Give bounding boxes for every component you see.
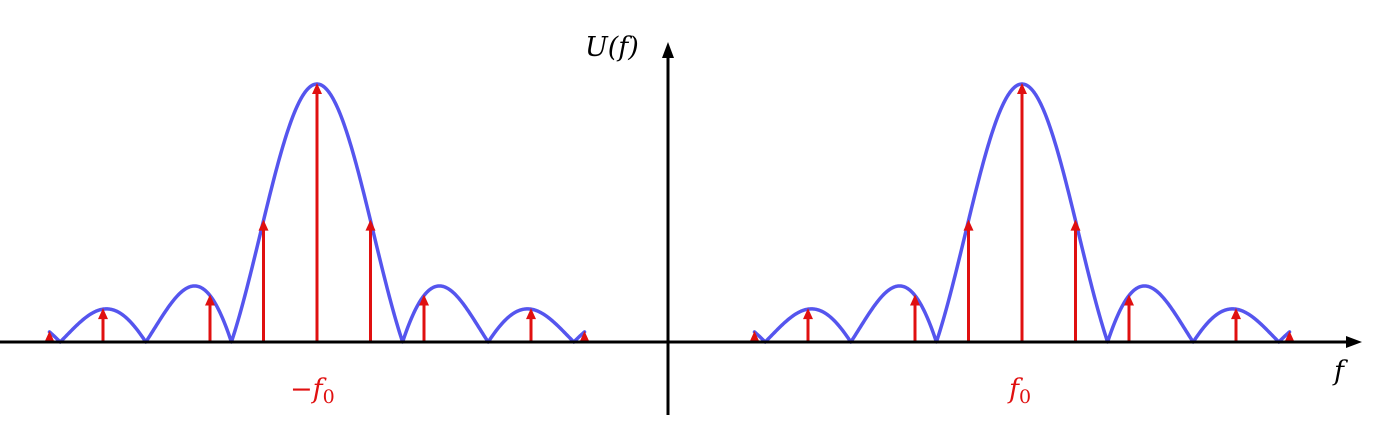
- frequency-axis-arrow: [1346, 336, 1362, 348]
- y-axis-label: U(f): [585, 32, 639, 63]
- impulse-arrow: [803, 308, 813, 320]
- impulse-arrow: [579, 330, 590, 342]
- neg-center-subscript: 0: [323, 386, 335, 408]
- impulse-arrow: [963, 219, 974, 231]
- impulse-arrow: [365, 219, 376, 231]
- impulse-arrow: [1070, 219, 1081, 231]
- amplitude-axis-arrow: [662, 42, 674, 58]
- impulse-arrow: [1017, 83, 1027, 94]
- impulse-arrow: [526, 308, 536, 320]
- neg-center-sign: −: [290, 374, 313, 405]
- pos-center-subscript: 0: [1019, 386, 1031, 408]
- neg-center-label: −f0: [290, 374, 335, 408]
- impulse-arrow: [1231, 308, 1241, 320]
- impulse-arrow: [312, 83, 322, 94]
- impulse-arrow: [258, 219, 269, 231]
- pos-center-label: f0: [1007, 374, 1031, 408]
- impulse-arrow: [1124, 294, 1134, 306]
- impulse-arrow: [749, 330, 760, 342]
- impulse-arrow: [910, 294, 920, 306]
- impulse-arrow: [98, 308, 108, 320]
- impulse-arrow: [205, 294, 215, 306]
- impulse-group: [44, 83, 1295, 342]
- impulse-arrow: [44, 330, 55, 342]
- impulse-arrow: [1284, 330, 1295, 342]
- impulse-arrow: [419, 294, 429, 306]
- x-axis-label: f: [1332, 356, 1348, 387]
